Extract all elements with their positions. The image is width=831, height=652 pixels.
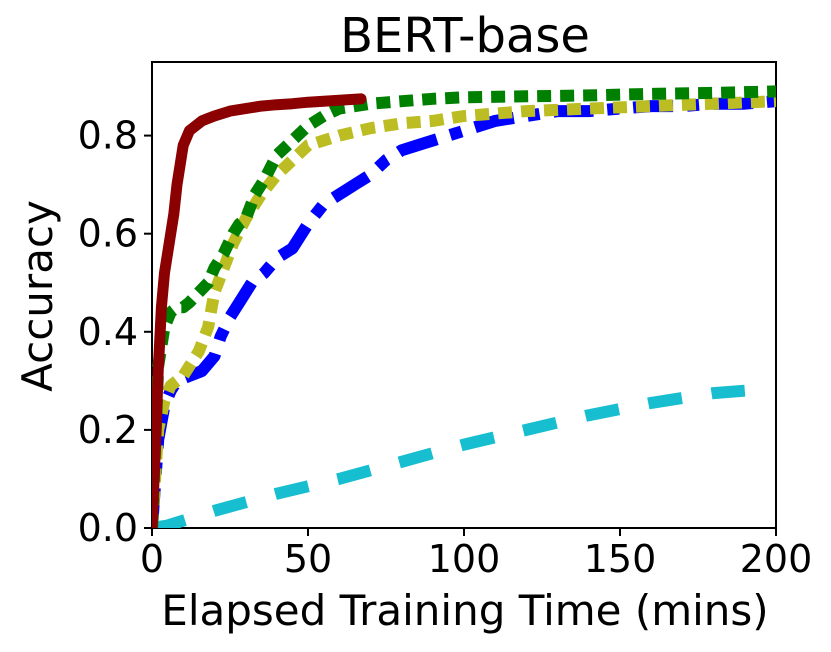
x-tick-label: 50 xyxy=(284,537,332,581)
y-tick-label: 0.4 xyxy=(78,310,138,354)
y-tick-label: 0.6 xyxy=(78,212,138,256)
chart-title: BERT-base xyxy=(340,8,590,64)
x-tick-label: 150 xyxy=(584,537,657,581)
y-tick-label: 0.8 xyxy=(78,114,138,158)
x-tick-label: 200 xyxy=(740,537,813,581)
series-line-darkred-solid xyxy=(152,93,367,528)
y-axis-label: Accuracy xyxy=(13,200,62,392)
y-tick-label: 0.0 xyxy=(78,506,138,550)
y-axis-ticks: 0.0 0.2 0.4 0.6 0.8 xyxy=(78,114,152,550)
y-tick-label: 0.2 xyxy=(78,408,138,452)
series-line-cyan-dashed xyxy=(152,384,746,528)
plot-area xyxy=(151,61,777,529)
series-layer xyxy=(152,85,776,528)
x-tick-label: 100 xyxy=(428,537,501,581)
series-line-blue-dashdot xyxy=(152,95,776,528)
x-axis-label: Elapsed Training Time (mins) xyxy=(161,586,768,635)
series-line-green-dotted xyxy=(152,85,776,528)
series-line-olive-dotted xyxy=(152,95,776,528)
x-tick-label: 0 xyxy=(140,537,164,581)
x-axis-ticks: 0 50 100 150 200 xyxy=(140,528,812,581)
